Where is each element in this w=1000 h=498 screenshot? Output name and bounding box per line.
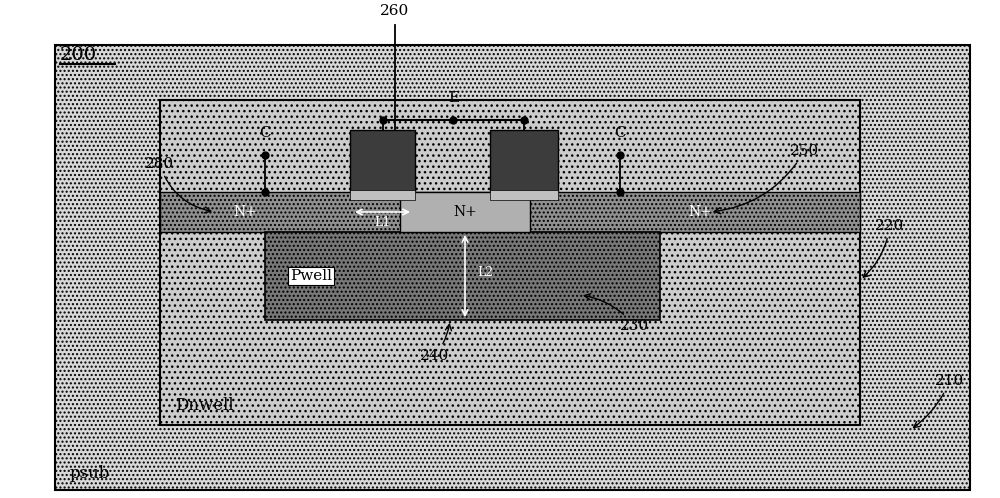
Text: 230: 230 [584, 294, 649, 333]
Bar [160, 100, 860, 425]
Bar [265, 232, 660, 320]
Text: C: C [259, 126, 271, 140]
Text: 240: 240 [420, 324, 452, 363]
Text: psub: psub [70, 465, 110, 482]
Text: N+: N+ [688, 205, 712, 219]
Bar [55, 45, 970, 490]
Text: L1: L1 [374, 216, 391, 229]
Bar [490, 130, 558, 192]
Text: 280: 280 [145, 157, 211, 213]
Text: 260: 260 [380, 4, 410, 18]
Text: L2: L2 [477, 266, 493, 279]
Text: E: E [448, 91, 459, 105]
Text: N+: N+ [453, 205, 477, 219]
Bar [350, 130, 415, 192]
Text: C: C [614, 126, 626, 140]
Bar [350, 190, 415, 200]
Text: Pwell: Pwell [290, 269, 332, 283]
Text: 210: 210 [914, 374, 964, 427]
Text: N+: N+ [233, 205, 257, 219]
Text: 250: 250 [714, 144, 819, 214]
Text: 200: 200 [60, 46, 97, 64]
Text: Dnwell: Dnwell [175, 397, 234, 414]
Bar [400, 192, 530, 232]
Bar [490, 190, 558, 200]
Text: 220: 220 [863, 219, 904, 277]
Bar [160, 192, 860, 232]
